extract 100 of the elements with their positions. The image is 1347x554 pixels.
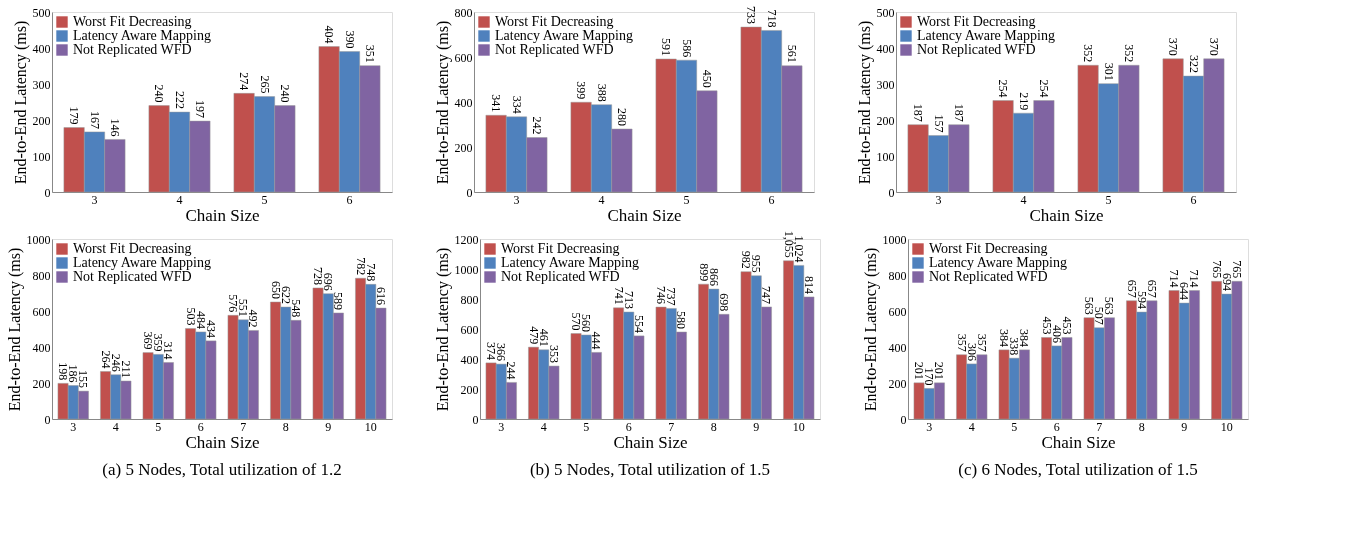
y-tick-label: 600	[454, 50, 473, 65]
y-tick-label: 0	[44, 185, 51, 200]
x-tick-label: 10	[792, 419, 805, 434]
y-tick-label: 200	[876, 113, 895, 128]
data-label: 479	[526, 326, 541, 345]
y-tick-label: 400	[888, 340, 907, 355]
x-tick-label: 5	[1105, 192, 1112, 207]
x-tick-label: 6	[1190, 192, 1197, 207]
data-label: 616	[373, 287, 388, 306]
y-tick-label: 800	[454, 5, 473, 20]
x-tick-label: 8	[1138, 419, 1145, 434]
y-axis-title: End-to-End Latency (ms)	[861, 247, 880, 412]
data-label: 187	[951, 103, 966, 122]
data-label: 352	[1121, 44, 1136, 63]
data-label: 390	[342, 30, 357, 49]
data-label: 591	[659, 38, 674, 57]
x-tick-label: 4	[540, 419, 547, 434]
x-tick-label: 4	[598, 192, 605, 207]
data-label: 586	[679, 39, 694, 58]
legend-label: Latency Aware Mapping	[501, 255, 639, 270]
y-tick-label: 800	[888, 268, 907, 283]
y-tick-label: 0	[472, 412, 479, 427]
y-tick-label: 1000	[26, 232, 51, 247]
data-label: 301	[1101, 62, 1116, 81]
data-label: 197	[192, 100, 207, 119]
data-label: 737	[664, 287, 679, 306]
y-tick-label: 0	[900, 412, 907, 427]
data-label: 747	[759, 285, 774, 304]
legend-label: Latency Aware Mapping	[73, 255, 211, 270]
y-tick-label: 200	[32, 376, 51, 391]
data-label: 698	[716, 293, 731, 312]
y-tick-label: 0	[466, 185, 473, 200]
legend-label: Worst Fit Decreasing	[73, 241, 192, 256]
x-tick-label: 8	[710, 419, 717, 434]
data-label: 399	[574, 81, 589, 100]
text: (a) 5 Nodes, Total utilization of 1.2	[102, 460, 342, 479]
x-tick-label: 5	[583, 419, 590, 434]
legend-label: Not Replicated WFD	[495, 42, 614, 57]
y-tick-label: 400	[460, 352, 479, 367]
legend-label: Latency Aware Mapping	[929, 255, 1067, 270]
data-label: 351	[362, 44, 377, 63]
data-label: 357	[954, 333, 969, 352]
y-tick-label: 200	[454, 140, 473, 155]
data-label: 219	[1016, 92, 1031, 111]
text: (b) 5 Nodes, Total utilization of 1.5	[529, 460, 771, 479]
y-tick-label: 200	[32, 113, 51, 128]
y-tick-label: 300	[32, 77, 51, 92]
x-tick-label: 3	[935, 192, 942, 207]
data-label: 353	[546, 345, 561, 364]
data-label: 179	[67, 106, 82, 125]
y-tick-label: 500	[876, 5, 895, 20]
legend-label: Not Replicated WFD	[73, 42, 192, 57]
legend-label: Worst Fit Decreasing	[917, 14, 1036, 29]
y-tick-label: 1000	[882, 232, 907, 247]
y-tick-label: 800	[460, 292, 479, 307]
y-tick-label: 400	[876, 41, 895, 56]
data-label: 240	[152, 84, 167, 103]
data-label: 265	[257, 75, 272, 94]
text: (c) 6 Nodes, Total utilization of 1.5	[958, 460, 1198, 479]
x-tick-label: 3	[70, 419, 77, 434]
data-label: 444	[589, 331, 604, 350]
data-label: 341	[489, 94, 504, 113]
data-label: 201	[932, 361, 947, 380]
data-label: 492	[246, 309, 261, 328]
x-axis-title: Chain Size	[185, 205, 260, 225]
x-tick-label: 5	[155, 419, 162, 434]
data-label: 384	[1017, 328, 1032, 347]
x-axis-title: Chain Size	[1029, 205, 1104, 225]
x-axis-title: Chain Size	[185, 432, 260, 452]
y-tick-label: 100	[32, 149, 51, 164]
legend-label: Not Replicated WFD	[73, 269, 192, 284]
x-tick-label: 7	[1096, 419, 1103, 434]
x-tick-label: 9	[753, 419, 760, 434]
data-label: 955	[749, 254, 764, 273]
legend-label: Latency Aware Mapping	[73, 28, 211, 43]
data-label: 589	[331, 291, 346, 310]
data-label: 450	[699, 69, 714, 88]
data-label: 899	[696, 263, 711, 282]
data-label: 741	[611, 286, 626, 305]
data-label: 696	[321, 272, 336, 291]
y-tick-label: 600	[460, 322, 479, 337]
x-tick-label: 6	[1053, 419, 1060, 434]
y-tick-label: 300	[876, 77, 895, 92]
data-label: 242	[529, 116, 544, 135]
x-tick-label: 4	[176, 192, 183, 207]
x-axis-title: Chain Size	[1041, 432, 1116, 452]
data-label: 404	[322, 25, 337, 44]
data-label: 370	[1166, 37, 1181, 56]
data-label: 155	[76, 370, 91, 389]
x-tick-label: 7	[668, 419, 675, 434]
data-label: 560	[579, 314, 594, 332]
data-label: 782	[353, 257, 368, 276]
data-label: 657	[1124, 279, 1139, 298]
x-tick-label: 5	[261, 192, 268, 207]
data-label: 561	[784, 44, 799, 63]
x-tick-label: 7	[240, 419, 247, 434]
x-axis-title: Chain Size	[607, 205, 682, 225]
data-label: 254	[996, 79, 1011, 98]
data-label: 388	[594, 83, 609, 102]
y-axis-title: End-to-End Latency (ms)	[11, 20, 30, 185]
